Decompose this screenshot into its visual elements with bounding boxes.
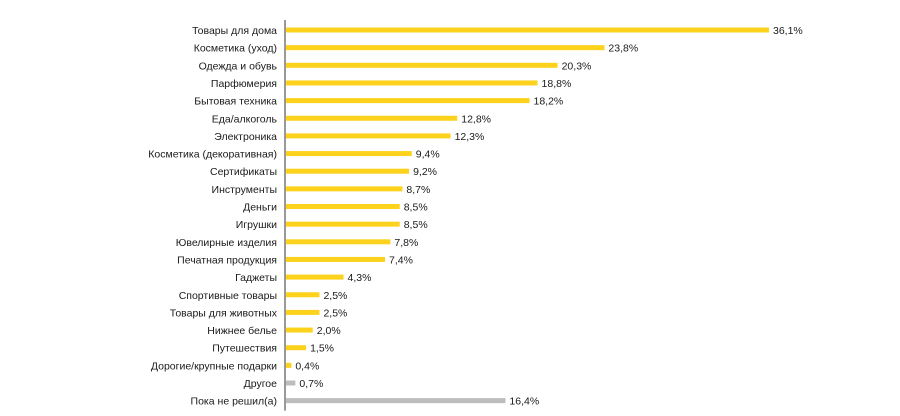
- category-label: Товары для животных: [170, 307, 278, 319]
- category-label: Деньги: [243, 202, 277, 214]
- category-label: Гаджеты: [235, 272, 277, 284]
- category-label: Печатная продукция: [177, 254, 277, 266]
- value-label: 1,5%: [310, 343, 334, 355]
- bar: [286, 221, 400, 227]
- bar: [286, 362, 292, 368]
- value-label: 8,5%: [404, 202, 428, 214]
- bar: [286, 274, 344, 280]
- bar: [286, 168, 410, 174]
- category-label: Еда/алкоголь: [212, 113, 278, 125]
- category-label: Косметика (уход): [194, 43, 277, 55]
- category-label: Электроника: [214, 131, 277, 143]
- category-label: Инструменты: [212, 184, 277, 196]
- value-label: 18,8%: [542, 78, 572, 90]
- category-label: Пока не решил(а): [191, 396, 277, 408]
- bar: [286, 345, 307, 351]
- bar: [286, 256, 386, 262]
- bar: [286, 327, 313, 333]
- category-label: Дорогие/крупные подарки: [151, 360, 277, 372]
- value-label: 36,1%: [773, 25, 803, 37]
- bar: [286, 27, 769, 33]
- category-label: Ювелирные изделия: [176, 237, 277, 249]
- value-label: 2,0%: [317, 325, 341, 337]
- value-label: 2,5%: [323, 290, 347, 302]
- category-label: Сертификаты: [210, 166, 277, 178]
- value-label: 12,3%: [455, 131, 485, 143]
- value-label: 0,4%: [295, 360, 319, 372]
- bar: [286, 398, 506, 404]
- bar: [286, 239, 391, 245]
- value-label: 8,5%: [404, 219, 428, 231]
- category-label: Бытовая техника: [194, 96, 277, 108]
- value-label: 2,5%: [323, 307, 347, 319]
- value-label: 16,4%: [509, 396, 539, 408]
- value-label: 9,2%: [413, 166, 437, 178]
- category-label: Путешествия: [212, 343, 277, 355]
- value-label: 8,7%: [406, 184, 430, 196]
- value-label: 9,4%: [416, 149, 440, 161]
- category-label: Косметика (декоративная): [148, 149, 277, 161]
- bar: [286, 62, 558, 68]
- value-label: 7,4%: [389, 254, 413, 266]
- bar: [286, 380, 296, 386]
- bar: [286, 133, 451, 139]
- value-label: 12,8%: [461, 113, 491, 125]
- category-label: Одежда и обувь: [199, 60, 278, 72]
- bar: [286, 204, 400, 209]
- bar: [286, 98, 530, 104]
- bar: [286, 309, 320, 315]
- category-label: Парфюмерия: [211, 78, 277, 90]
- value-label: 18,2%: [534, 96, 564, 108]
- bar: [286, 151, 412, 157]
- category-label: Спортивные товары: [179, 290, 277, 302]
- category-label: Другое: [244, 378, 278, 390]
- bar: [286, 292, 320, 298]
- value-label: 7,8%: [394, 237, 418, 249]
- category-label: Товары для дома: [192, 25, 277, 37]
- category-label: Нижнее белье: [207, 325, 277, 337]
- value-label: 0,7%: [299, 378, 323, 390]
- value-label: 23,8%: [608, 43, 638, 55]
- bar: [286, 45, 605, 51]
- value-label: 20,3%: [562, 60, 592, 72]
- category-label: Игрушки: [236, 219, 277, 231]
- bar: [286, 115, 458, 121]
- bar: [286, 80, 538, 86]
- value-label: 4,3%: [348, 272, 372, 284]
- bar: [286, 186, 403, 192]
